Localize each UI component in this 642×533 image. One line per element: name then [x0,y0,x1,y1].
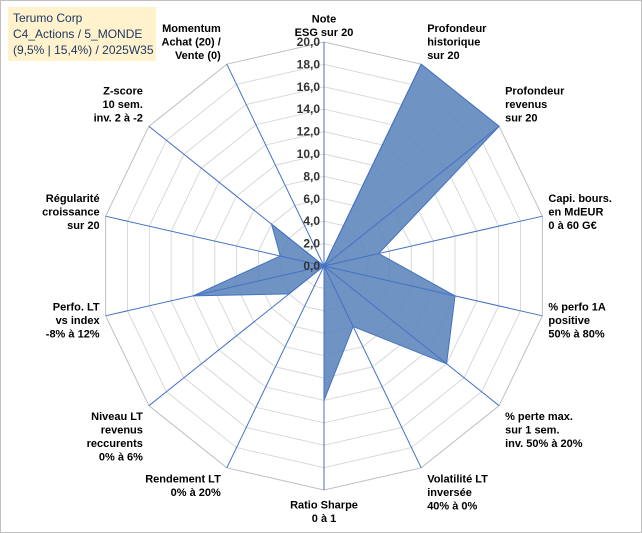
tick-label: 10,0 [297,147,321,161]
axis-label: Perfo. LT vs index -8% à 12% [46,302,101,341]
axis-label: Z-score 10 sem. inv. 2 à -2 [94,85,143,124]
axis-label: Capi. bours. en MdEUR 0 à 60 G€ [548,193,612,232]
tick-label: 16,0 [297,80,321,94]
axis-line [323,215,543,267]
axis-label: Volatilité LT inversée 40% à 0% [427,473,488,512]
axis-label: Rendement LT 0% à 20% [145,473,221,499]
axis-line [105,215,325,267]
tick-label: 18,0 [297,57,321,71]
axis-label: Momentum Achat (20) / Vente (0) [162,23,222,62]
tick-label: 20,0 [297,35,321,49]
axis-line [323,265,422,469]
tick-label: 4,0 [303,214,320,228]
title-box: Terumo Corp C4_Actions / 5_MONDE (9,5% |… [8,7,156,61]
axis-label: % perfo 1A positive 50% à 80% [548,302,606,341]
axis-label: Profondeur historique sur 20 [427,23,487,62]
tick-label: 2,0 [303,237,320,251]
axis-line [323,63,422,267]
tick-label: 12,0 [297,125,321,139]
axis-label: Ratio Sharpe 0 à 1 [290,500,358,526]
axis-line [226,63,325,267]
tick-label: 14,0 [297,102,321,116]
axis-line [226,265,325,469]
tick-layer: 0,0 2,0 4,0 6,0 8,0 10,0 12,0 14,0 16,0 18,0 20,0 [297,35,321,273]
axis-layer [105,42,543,490]
axis-label: Profondeur revenus sur 20 [505,85,565,124]
axis-label: % perte max. sur 1 sem. inv. 50% à 20% [505,411,583,450]
title-line-1: Terumo Corp [13,11,83,25]
axis-line [323,125,500,267]
title-line-2: C4_Actions / 5_MONDE [13,27,143,41]
axis-line [148,125,325,267]
label-layer: Note ESG sur 20 Profondeur historique sur 20… [42,14,612,526]
series-layer [192,63,500,401]
axis-line [323,265,500,407]
axis-line [105,265,325,317]
series-area [192,63,500,401]
axis-line [323,265,543,317]
tick-label: 6,0 [303,192,320,206]
axis-line [148,265,325,407]
axis-label: Note ESG sur 20 [295,14,354,40]
tick-label: 8,0 [303,169,320,183]
axis-label: Niveau LT revenus reccurents 0% à 6% [87,411,144,464]
title-line-3: (9,5% | 15,4%) / 2025W35 [13,43,154,57]
axis-label: Régularité croissance sur 20 [42,193,99,232]
tick-label: 0,0 [303,259,320,273]
